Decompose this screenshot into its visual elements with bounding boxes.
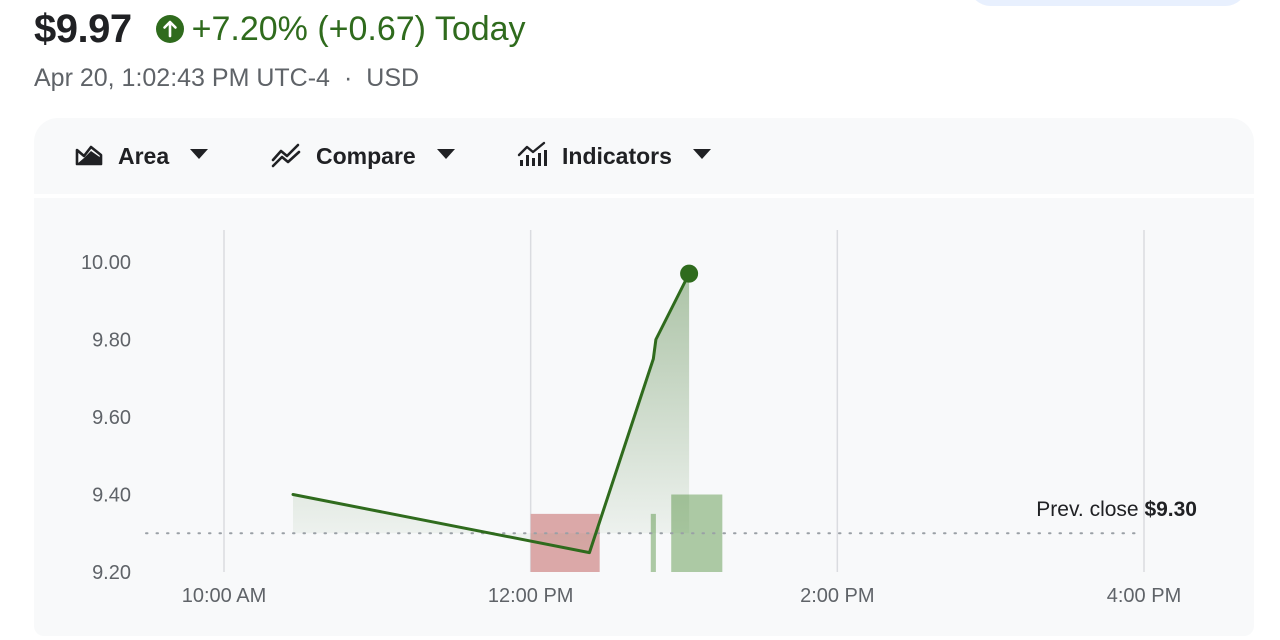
y-tick-label: 9.40 bbox=[92, 485, 131, 507]
price-change: +7.20% (+0.67) Today bbox=[191, 9, 526, 48]
chevron-down-icon bbox=[436, 147, 456, 165]
price-point bbox=[588, 552, 590, 554]
quote-currency: USD bbox=[366, 64, 420, 92]
chart-toolbar: Area Compare Indicators bbox=[34, 118, 1254, 194]
compare-dropdown-button[interactable]: Compare bbox=[270, 118, 456, 194]
meta-separator: · bbox=[343, 64, 353, 92]
price-chart[interactable]: 10:00 AM 12:00 PM 2:00 PM 4:00 PM 9.20 9.40 9.… bbox=[34, 198, 1254, 636]
prev-close-text: Prev. close bbox=[1036, 498, 1144, 521]
x-tick-label: 12:00 PM bbox=[488, 585, 574, 607]
quote-timestamp: Apr 20, 1:02:43 PM UTC-4 bbox=[34, 64, 330, 92]
y-tick-label: 9.20 bbox=[92, 562, 131, 584]
y-tick-label: 10.00 bbox=[81, 252, 131, 274]
indicators-dropdown-button[interactable]: Indicators bbox=[516, 118, 712, 194]
price-point bbox=[655, 339, 657, 340]
compare-icon bbox=[270, 140, 302, 173]
price-area bbox=[293, 273, 690, 553]
price-point bbox=[652, 358, 654, 360]
area-chart-icon bbox=[74, 141, 104, 172]
current-price-marker bbox=[680, 264, 699, 283]
x-tick-label: 2:00 PM bbox=[800, 585, 874, 607]
x-tick-label: 4:00 PM bbox=[1107, 585, 1181, 607]
area-label: Area bbox=[118, 142, 170, 169]
volume-bar bbox=[650, 513, 656, 572]
y-tick-label: 9.60 bbox=[92, 407, 131, 429]
arrow-up-icon bbox=[155, 15, 184, 43]
quote-meta: Apr 20, 1:02:43 PM UTC-4 · USD bbox=[34, 64, 419, 93]
search-pill[interactable] bbox=[968, 0, 1248, 6]
price-point bbox=[292, 494, 294, 495]
chevron-down-icon bbox=[189, 147, 209, 165]
indicators-label: Indicators bbox=[562, 142, 672, 169]
chevron-down-icon bbox=[692, 147, 712, 165]
x-tick-label: 10:00 AM bbox=[182, 585, 267, 607]
y-tick-label: 9.80 bbox=[92, 330, 131, 352]
quote-header: $9.97 +7.20% (+0.67) Today bbox=[34, 4, 526, 54]
indicators-icon bbox=[516, 140, 548, 173]
prev-close-label: Prev. close $9.30 bbox=[1036, 498, 1197, 521]
current-price: $9.97 bbox=[34, 6, 132, 51]
compare-label: Compare bbox=[316, 142, 416, 169]
area-dropdown-button[interactable]: Area bbox=[74, 118, 209, 194]
prev-close-value: $9.30 bbox=[1144, 498, 1197, 521]
chart-panel[interactable]: 10:00 AM 12:00 PM 2:00 PM 4:00 PM 9.20 9.40 9.… bbox=[34, 198, 1254, 636]
